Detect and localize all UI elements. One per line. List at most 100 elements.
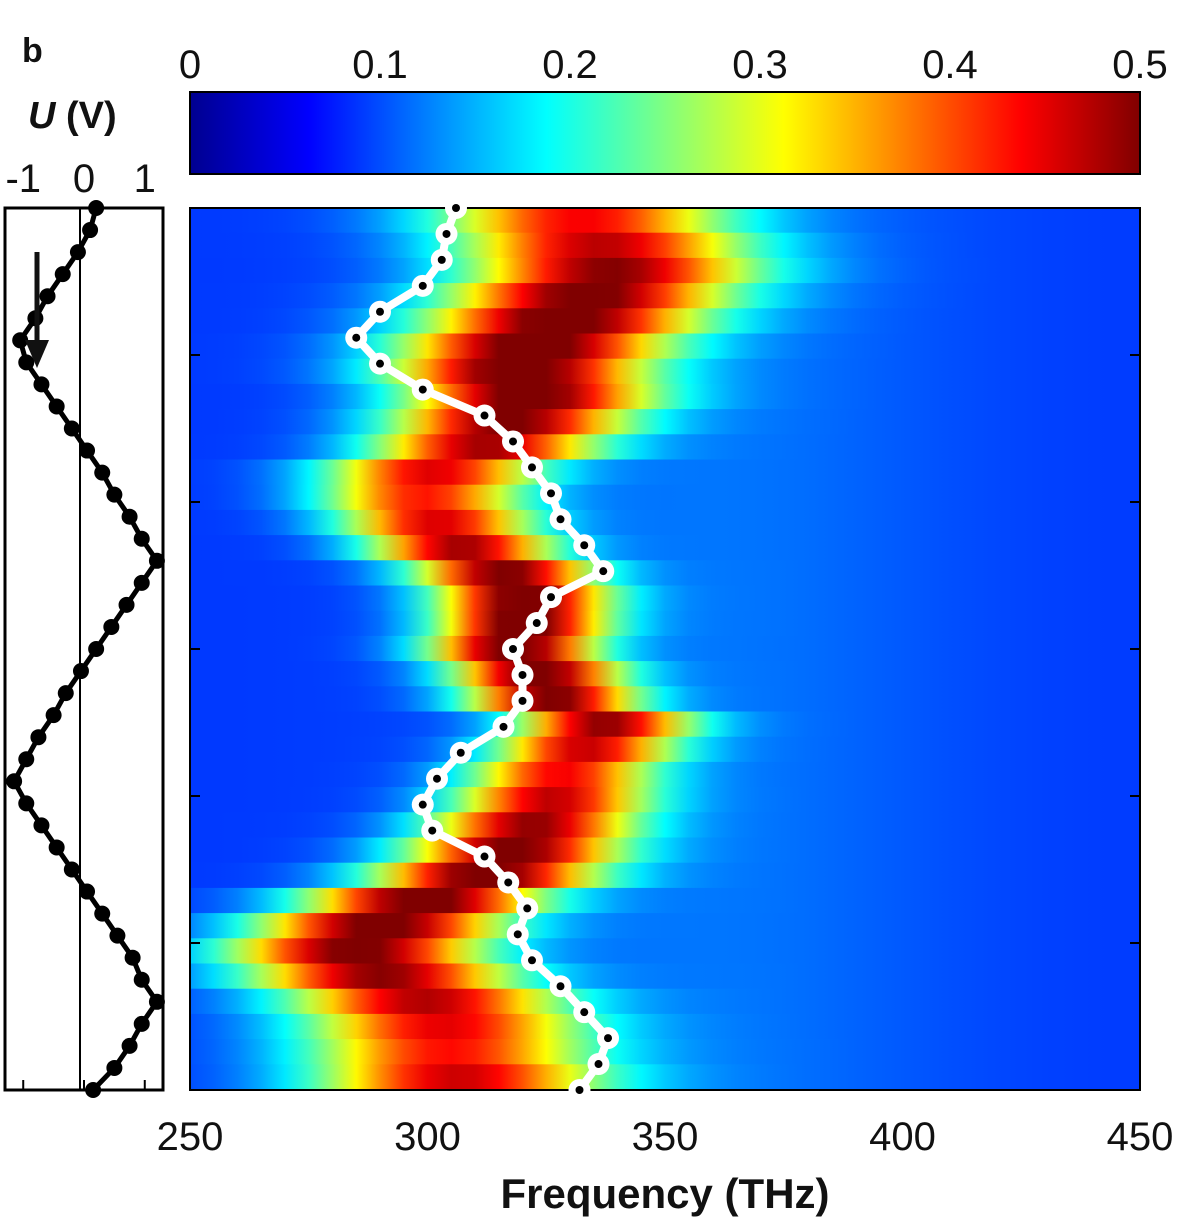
heatmap-row [190,434,1140,461]
voltage-marker [133,971,150,988]
colorbar-bar [189,91,1141,175]
heatmap-row [190,963,1140,990]
heatmap-row [190,988,1140,1015]
peak-marker-dot [480,411,489,420]
heatmap-row [190,585,1140,612]
peak-marker-dot [580,1008,589,1017]
colorbar-tick-labels: 0 0.1 0.2 0.3 0.4 0.5 [179,43,1168,87]
peak-marker-dot [604,1034,612,1043]
peak-marker-dot [452,204,460,212]
x-tick-label: 300 [394,1115,461,1159]
peak-marker-dot [376,359,384,368]
peak-marker-dot [433,774,441,783]
voltage-tick-label: -1 [5,157,41,201]
colorbar-tick-label: 0.1 [352,43,408,87]
peak-marker-dot [437,255,446,264]
voltage-marker [106,1059,123,1076]
heatmap-row [190,459,1140,486]
voltage-marker [30,729,47,746]
peak-marker-dot [509,437,517,446]
voltage-marker [45,707,62,724]
heatmap-row [190,837,1140,864]
peak-marker-dot [594,1060,603,1069]
heatmap-row [190,661,1140,688]
voltage-marker [79,442,96,459]
voltage-marker [121,508,138,525]
voltage-marker [85,1082,102,1098]
peak-marker-dot [480,852,489,861]
heatmap-row [190,257,1140,285]
heatmap-row [190,484,1140,511]
voltage-marker [12,332,29,349]
voltage-marker [148,993,165,1010]
heatmap [190,208,1140,1090]
voltage-marker [18,354,35,371]
peak-marker-dot [376,307,384,316]
heatmap-row [190,308,1140,335]
panel-letter: b [22,32,43,70]
peak-marker-dot [532,619,541,628]
peak-marker-dot [504,878,513,887]
voltage-marker [48,839,65,856]
peak-marker-dot [547,489,555,498]
peak-marker-dot [556,515,565,524]
heatmap-row [190,509,1140,537]
peak-marker-dot [547,593,555,602]
voltage-marker [54,266,71,283]
colorbar-tick-label: 0.5 [1112,43,1168,87]
heatmap-row [190,761,1140,789]
voltage-axis-label: U (V) [28,95,117,137]
voltage-marker [94,905,111,922]
peak-marker-dot [509,645,517,653]
x-tick-labels: 250 300 350 400 450 [157,1115,1174,1159]
peak-marker-dot [580,541,589,550]
voltage-marker [133,530,150,547]
voltage-tick-label: 1 [134,157,156,201]
voltage-tick-labels: -1 0 1 [5,157,155,201]
colorbar: 0 0.1 0.2 0.3 0.4 0.5 [179,43,1168,175]
heatmap-row [190,383,1140,411]
voltage-marker [33,817,50,834]
x-axis-label: Frequency (THz) [500,1170,829,1217]
heatmap-row [190,913,1140,940]
heatmap-row [190,887,1140,915]
heatmap-row [190,812,1140,839]
voltage-marker [63,861,80,878]
colorbar-tick-label: 0.4 [922,43,978,87]
direction-arrow [25,252,49,368]
peak-marker-dot [513,930,522,939]
voltage-marker [63,420,80,437]
heatmap-row [190,862,1140,889]
voltage-marker [109,927,126,944]
peak-marker-dot [418,385,427,394]
heatmap-row [190,787,1140,814]
peak-marker-dot [456,748,465,757]
x-tick-label: 250 [157,1115,224,1159]
heatmap-row [190,208,1140,234]
heatmap-y-ticks [190,354,1140,944]
voltage-marker [57,685,74,702]
voltage-marker [88,641,105,657]
voltage-marker [82,222,99,239]
voltage-marker [79,883,96,900]
peak-trace [345,197,619,1101]
heatmap-row [190,1013,1140,1041]
voltage-marker [121,1037,138,1054]
x-tick-label: 450 [1107,1115,1174,1159]
peak-marker-dot [418,800,427,809]
x-tick-label: 400 [869,1115,936,1159]
colorbar-tick-label: 0.2 [542,43,598,87]
peak-marker-dot [599,567,608,576]
voltage-marker [133,574,150,591]
peak-marker-dot [499,722,508,731]
voltage-unit: (V) [66,95,117,137]
voltage-marker [39,288,56,305]
voltage-marker [148,552,165,569]
voltage-marker [94,464,111,481]
peak-marker-dot [518,696,527,705]
peak-marker-dot [575,1086,584,1094]
peak-marker-dot [428,826,437,835]
peak-marker-dot [518,670,527,679]
heatmap-row [190,610,1140,637]
